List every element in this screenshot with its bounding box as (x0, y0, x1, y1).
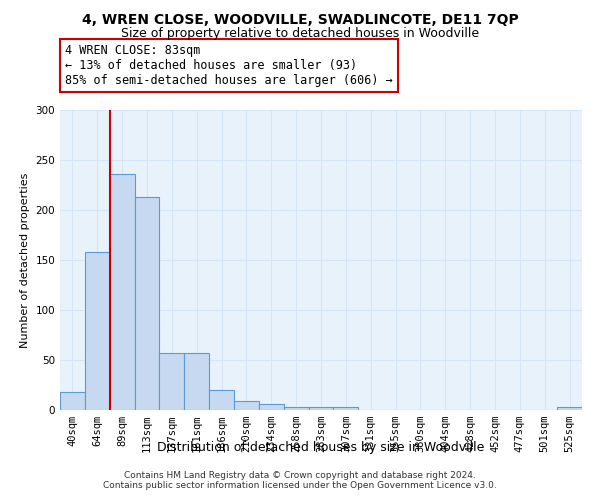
Bar (184, 353, 209, 410)
Bar (557, 407, 582, 410)
Text: 4, WREN CLOSE, WOODVILLE, SWADLINCOTE, DE11 7QP: 4, WREN CLOSE, WOODVILLE, SWADLINCOTE, D… (82, 12, 518, 26)
Bar (85, 252, 110, 410)
Text: Size of property relative to detached houses in Woodville: Size of property relative to detached ho… (121, 28, 479, 40)
Bar (209, 390, 234, 410)
Bar (259, 404, 284, 410)
Text: Contains HM Land Registry data © Crown copyright and database right 2024.
Contai: Contains HM Land Registry data © Crown c… (103, 470, 497, 490)
Bar (334, 407, 358, 410)
Bar (308, 407, 334, 410)
Y-axis label: Number of detached properties: Number of detached properties (20, 172, 30, 348)
Bar (234, 401, 259, 410)
Bar (60, 392, 85, 410)
Bar (134, 197, 160, 410)
Text: 4 WREN CLOSE: 83sqm
← 13% of detached houses are smaller (93)
85% of semi-detach: 4 WREN CLOSE: 83sqm ← 13% of detached ho… (65, 44, 393, 87)
Text: Distribution of detached houses by size in Woodville: Distribution of detached houses by size … (157, 441, 485, 454)
Bar (110, 174, 134, 410)
Bar (284, 407, 308, 410)
Bar (160, 353, 184, 410)
